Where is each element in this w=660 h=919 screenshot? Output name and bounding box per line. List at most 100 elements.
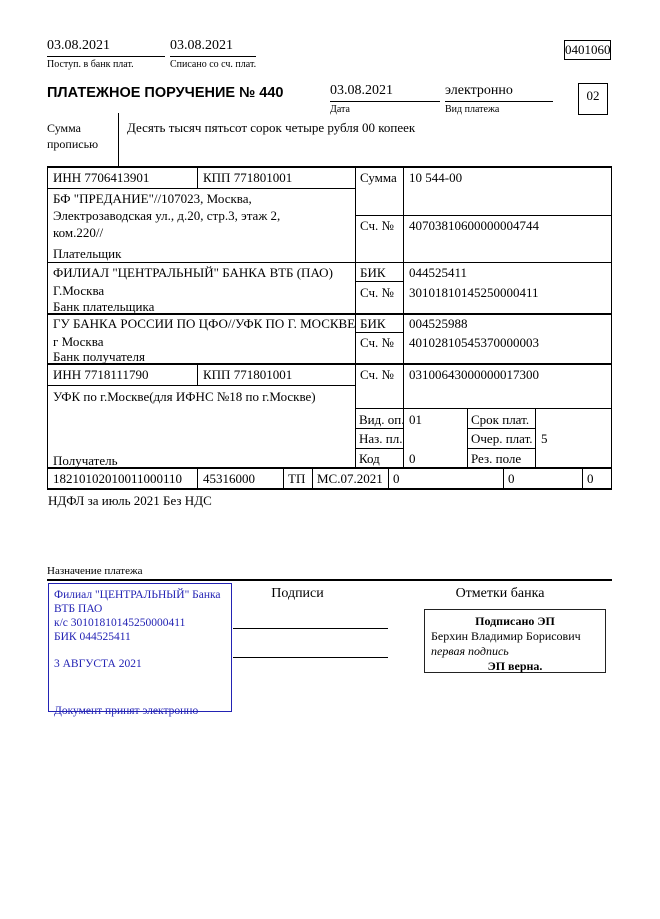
table-border-line (582, 467, 583, 488)
table-border-line (503, 467, 504, 488)
debited-date: 03.08.2021 (170, 38, 256, 57)
payer-bank-label: Банк плательщика (53, 299, 155, 314)
payer-inn: ИНН 7706413901 (53, 170, 150, 185)
payee-account-value: 03100643000000017300 (409, 367, 539, 382)
document-date: 03.08.2021 (330, 83, 440, 102)
signed-ep-title: Подписано ЭП (475, 614, 555, 628)
signature-line-1 (233, 628, 388, 630)
payer-bank-name: ФИЛИАЛ "ЦЕНТРАЛЬНЫЙ" БАНКА ВТБ (ПАО) (53, 265, 333, 280)
table-border-line (47, 488, 612, 490)
stamp-bank-name-line1: Филиал "ЦЕНТРАЛЬНЫЙ" Банка (54, 589, 221, 601)
payee-bank-bik-label: БИК (360, 316, 386, 331)
table-border-line (355, 428, 403, 429)
bank-marks-box: Подписано ЭП Берхин Владимир Борисович п… (424, 609, 606, 673)
payee-inn: ИНН 7718111790 (53, 367, 149, 382)
payer-kpp: КПП 771801001 (203, 170, 293, 185)
payee-bank-label: Банк получателя (53, 349, 145, 364)
stamp-accepted-note: Документ принят электронно (54, 705, 199, 718)
payer-name: БФ "ПРЕДАНИЕ"//107023, Москва, Электроза… (53, 191, 281, 240)
payment-type-block: электронно Вид платежа (445, 83, 553, 115)
table-border-line (197, 467, 198, 488)
signature-line-2 (233, 657, 388, 659)
payment-type-value: электронно (445, 83, 553, 102)
payment-order-table: ИНН 7706413901 КПП 771801001 БФ "ПРЕДАНИ… (47, 166, 612, 490)
tax-oktmo: 45316000 (203, 471, 255, 486)
table-border-line (47, 363, 612, 365)
payee-name: УФК по г.Москве(для ИФНС №18 по г.Москве… (53, 389, 316, 404)
payee-bank-name: ГУ БАНКА РОССИИ ПО ЦФО//УФК ПО Г. МОСКВЕ (53, 316, 356, 331)
signer-name: Берхин Владимир Борисович (431, 629, 581, 643)
amount-label: Сумма (360, 170, 397, 185)
table-border-line (535, 408, 536, 467)
table-border-line (403, 166, 404, 467)
table-border-line (467, 428, 535, 429)
table-border-line (47, 188, 355, 189)
payee-bank-account-value: 40102810545370000003 (409, 335, 539, 350)
priority-label: Очер. плат. (471, 431, 533, 446)
payer-account-label: Сч. № (360, 218, 394, 233)
purpose-underline (47, 579, 612, 581)
table-border-line (47, 166, 48, 490)
payer-bank-city: Г.Москва (53, 283, 105, 298)
payee-label: Получатель (53, 453, 118, 468)
op-type-value: 01 (409, 412, 422, 427)
op-type-label: Вид. оп. (359, 412, 405, 427)
table-border-line (355, 281, 403, 282)
tax-doc-number: 0 (393, 471, 400, 486)
amount-words-value: Десять тысяч пятьсот сорок четыре рубля … (127, 120, 416, 135)
payer-bank-account-value: 30101810145250000411 (409, 285, 539, 300)
table-border-line (312, 467, 313, 488)
table-border-line (47, 467, 612, 469)
stamp-bik: БИК 044525411 (54, 631, 131, 644)
amount-words-divider-line (118, 113, 119, 166)
payer-bank-bik-label: БИК (360, 265, 386, 280)
amount-words-label: Сумма прописью (47, 121, 99, 152)
due-date-label: Срок плат. (471, 412, 530, 427)
table-border-line (47, 262, 612, 263)
bank-marks-label: Отметки банка (455, 586, 545, 601)
received-date: 03.08.2021 (47, 38, 165, 57)
signature-role: первая подпись (431, 644, 509, 658)
table-border-line (467, 408, 468, 467)
table-border-line (47, 385, 355, 386)
date-block: 03.08.2021 Дата (330, 83, 440, 115)
signatures-label: Подписи (271, 586, 324, 601)
received-in-bank-block: 03.08.2021 Поступ. в банк плат. (47, 38, 165, 70)
payer-bank-bik-value: 044525411 (409, 265, 468, 280)
payee-account-label: Сч. № (360, 367, 394, 382)
tax-basis: ТП (288, 471, 306, 486)
table-border-line (355, 408, 612, 409)
table-border-line (355, 166, 356, 467)
stamp-corr-account: к/с 30101810145250000411 (54, 617, 186, 630)
purpose-text: НДФЛ за июль 2021 Без НДС (48, 493, 212, 508)
priority-value: 5 (541, 431, 548, 446)
tax-payment-type: 0 (587, 471, 594, 486)
table-border-line (355, 332, 403, 333)
form-code-box: 0401060 (564, 40, 611, 60)
code-value: 0 (409, 451, 416, 466)
table-border-line (47, 313, 612, 315)
code-label: Код (359, 451, 380, 466)
stamp-bank-name-line2: ВТБ ПАО (54, 603, 103, 616)
payee-bank-city: г Москва (53, 334, 104, 349)
table-border-line (283, 467, 284, 488)
ep-verified-text: ЭП верна. (487, 659, 543, 673)
table-border-line (355, 215, 612, 216)
tax-doc-date: 0 (508, 471, 515, 486)
tax-kbk: 18210102010011000110 (53, 471, 183, 486)
bank-stamp: Филиал "ЦЕНТРАЛЬНЫЙ" Банка ВТБ ПАО к/с 3… (48, 583, 232, 717)
payer-bank-account-label: Сч. № (360, 285, 394, 300)
payment-kind-code-box: 02 (578, 83, 608, 115)
payee-kpp: КПП 771801001 (203, 367, 293, 382)
purpose-label: Назначение платежа (47, 565, 143, 577)
payer-account-value: 40703810600000004744 (409, 218, 539, 233)
stamp-date: 3 АВГУСТА 2021 (54, 658, 142, 671)
table-border-line (467, 448, 535, 449)
debited-from-account-block: 03.08.2021 Списано со сч. плат. (170, 38, 256, 70)
table-border-line (388, 467, 389, 488)
purpose-code-label: Наз. пл. (359, 431, 403, 446)
received-date-label: Поступ. в банк плат. (47, 59, 134, 70)
table-border-line (197, 166, 198, 188)
reserve-field-label: Рез. поле (471, 451, 522, 466)
debited-date-label: Списано со сч. плат. (170, 59, 257, 70)
